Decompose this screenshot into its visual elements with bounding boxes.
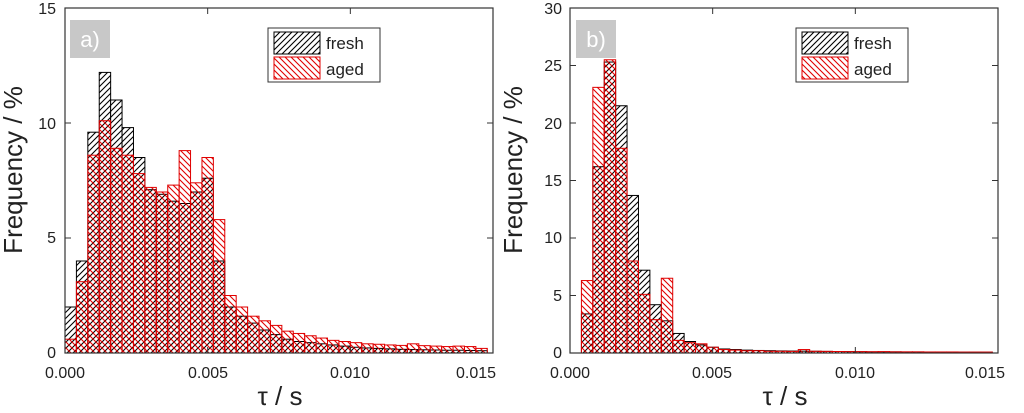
panel-a-xticklabels: 0.000 0.005 0.010 0.015 bbox=[45, 365, 496, 382]
panel-b-bar-aged bbox=[660, 277, 674, 354]
panel-a-bar-aged bbox=[361, 343, 374, 354]
panel-a-bar-aged bbox=[155, 191, 169, 354]
panel-a-bar-aged bbox=[98, 120, 112, 354]
panel-a-bar-aged bbox=[315, 337, 328, 354]
panel-a-bar-aged bbox=[463, 346, 477, 354]
panel-b-bar-aged bbox=[580, 280, 594, 354]
panel-a-bar-aged bbox=[452, 345, 465, 354]
panel-a-bar-aged bbox=[349, 342, 363, 354]
panel-b-bar-aged bbox=[626, 260, 639, 354]
panel-b-bar-aged bbox=[672, 339, 685, 354]
panel-a-bar-aged bbox=[224, 295, 237, 354]
panel-a-xtick-label: 0.010 bbox=[330, 365, 370, 382]
panel-a-bar-aged bbox=[418, 345, 431, 354]
panel-a: Frequency / % τ / s 0 5 10 15 0.000 0.00… bbox=[0, 1, 496, 411]
panel-b-bar-aged bbox=[615, 147, 628, 354]
panel-b-bar-aged bbox=[637, 293, 651, 354]
panel-a-legend-swatch-fresh bbox=[273, 31, 321, 55]
panel-b-legend-label-aged: aged bbox=[854, 60, 892, 79]
panel-a-legend-label-aged: aged bbox=[326, 60, 364, 79]
panel-b-ylabel: Frequency / % bbox=[498, 86, 528, 254]
panel-b-yticklabels: 0 5 10 15 20 25 30 bbox=[544, 1, 562, 362]
panel-a-bar-aged bbox=[87, 154, 100, 354]
panel-b-plot-frame bbox=[569, 7, 999, 354]
panel-b-bar-aged bbox=[592, 86, 605, 354]
panel-b-ytick-label: 0 bbox=[553, 345, 562, 362]
panel-a-bar-aged bbox=[338, 341, 351, 354]
panel-a-bar-aged bbox=[269, 324, 283, 354]
panel-a-bar-aged bbox=[406, 343, 420, 354]
panel-b-legend: fresh aged bbox=[795, 27, 909, 83]
panel-b-legend-swatch-fresh bbox=[801, 31, 849, 55]
panel-a-xtick-label: 0.015 bbox=[456, 365, 496, 382]
panel-a-plot-frame bbox=[64, 7, 494, 354]
panel-b-bar-aged bbox=[649, 319, 662, 354]
panel-b-ytick-label: 10 bbox=[544, 230, 562, 247]
panel-a-ytick-label: 10 bbox=[38, 116, 56, 133]
panel-b-bar-aged bbox=[603, 59, 617, 354]
panel-b-xtick-label: 0.005 bbox=[692, 365, 732, 382]
panel-b-label: b) bbox=[586, 27, 606, 52]
panel-a-bar-aged bbox=[75, 281, 89, 354]
panel-a-bar-aged bbox=[372, 343, 386, 354]
panel-a-bar-aged bbox=[235, 306, 249, 354]
panel-a-bar-aged bbox=[475, 347, 488, 354]
panel-a-bar-aged bbox=[144, 186, 157, 354]
panel-a-bar-aged bbox=[304, 335, 317, 354]
panel-b-xlabel: τ / s bbox=[763, 381, 808, 411]
panel-b-xticklabels: 0.000 0.005 0.010 0.015 bbox=[550, 365, 1005, 382]
panel-b-legend-label-fresh: fresh bbox=[854, 34, 892, 53]
panel-a-xlabel: τ / s bbox=[258, 381, 303, 411]
panel-a-label: a) bbox=[80, 27, 100, 52]
panel-a-legend-swatch-aged bbox=[273, 56, 321, 80]
panel-a-bar-aged bbox=[441, 346, 454, 354]
panel-a-legend-label-fresh: fresh bbox=[326, 34, 364, 53]
panel-a-bar-aged bbox=[132, 173, 146, 354]
panel-a-bar-aged bbox=[384, 344, 397, 354]
panel-a-bar-aged bbox=[201, 157, 214, 354]
panel-b-legend-swatch-aged bbox=[801, 56, 849, 80]
panel-a-xtick-label: 0.000 bbox=[45, 365, 85, 382]
panel-a-bar-aged bbox=[167, 184, 180, 354]
panel-b-bar-aged bbox=[683, 342, 697, 354]
panel-a-bar-aged bbox=[212, 219, 226, 354]
panel-a-label-box: a) bbox=[70, 20, 110, 58]
panel-b-xtick-label: 0.010 bbox=[835, 365, 875, 382]
panel-a-bar-aged bbox=[247, 315, 260, 354]
panel-b-bar-aged bbox=[695, 343, 708, 354]
panel-a-ytick-label: 5 bbox=[47, 230, 56, 247]
panel-a-ytick-label: 0 bbox=[47, 345, 56, 362]
panel-a-bar-aged bbox=[395, 344, 408, 354]
panel-a-xtick-label: 0.005 bbox=[188, 365, 228, 382]
panel-b-ytick-label: 15 bbox=[544, 173, 562, 190]
panel-a-bar-aged bbox=[178, 150, 192, 354]
panel-a-bar-aged bbox=[110, 147, 123, 354]
panel-a-ylabel: Frequency / % bbox=[0, 86, 28, 254]
panel-a-bar-aged bbox=[121, 154, 134, 354]
panel-a-bar-aged bbox=[327, 339, 340, 354]
panel-b-ytick-label: 30 bbox=[544, 1, 562, 18]
panel-a-bar-aged bbox=[429, 345, 443, 354]
panel-a-yticklabels: 0 5 10 15 bbox=[38, 1, 56, 362]
panel-a-bar-aged bbox=[190, 182, 203, 354]
panel-b-label-box: b) bbox=[576, 20, 616, 58]
panel-b-xtick-label: 0.000 bbox=[550, 365, 590, 382]
panel-a-ytick-label: 15 bbox=[38, 1, 56, 18]
panel-b-bars bbox=[580, 59, 993, 354]
panel-b-ytick-label: 20 bbox=[544, 116, 562, 133]
panel-a-bar-aged bbox=[258, 320, 271, 354]
panel-a-bar-aged bbox=[292, 332, 306, 354]
panel-a-bars bbox=[64, 71, 488, 354]
panel-b-ytick-label: 5 bbox=[553, 288, 562, 305]
panel-b-xtick-label: 0.015 bbox=[965, 365, 1005, 382]
panel-a-legend: fresh aged bbox=[267, 27, 381, 83]
panel-a-label-bg bbox=[70, 20, 110, 58]
panel-b-label-bg bbox=[576, 20, 616, 58]
panel-b-ytick-label: 25 bbox=[544, 58, 562, 75]
panel-b: Frequency / % τ / s 0 5 10 15 20 25 30 0… bbox=[498, 1, 1005, 411]
panel-a-bar-aged bbox=[64, 338, 77, 354]
panel-a-bar-aged bbox=[281, 330, 294, 354]
